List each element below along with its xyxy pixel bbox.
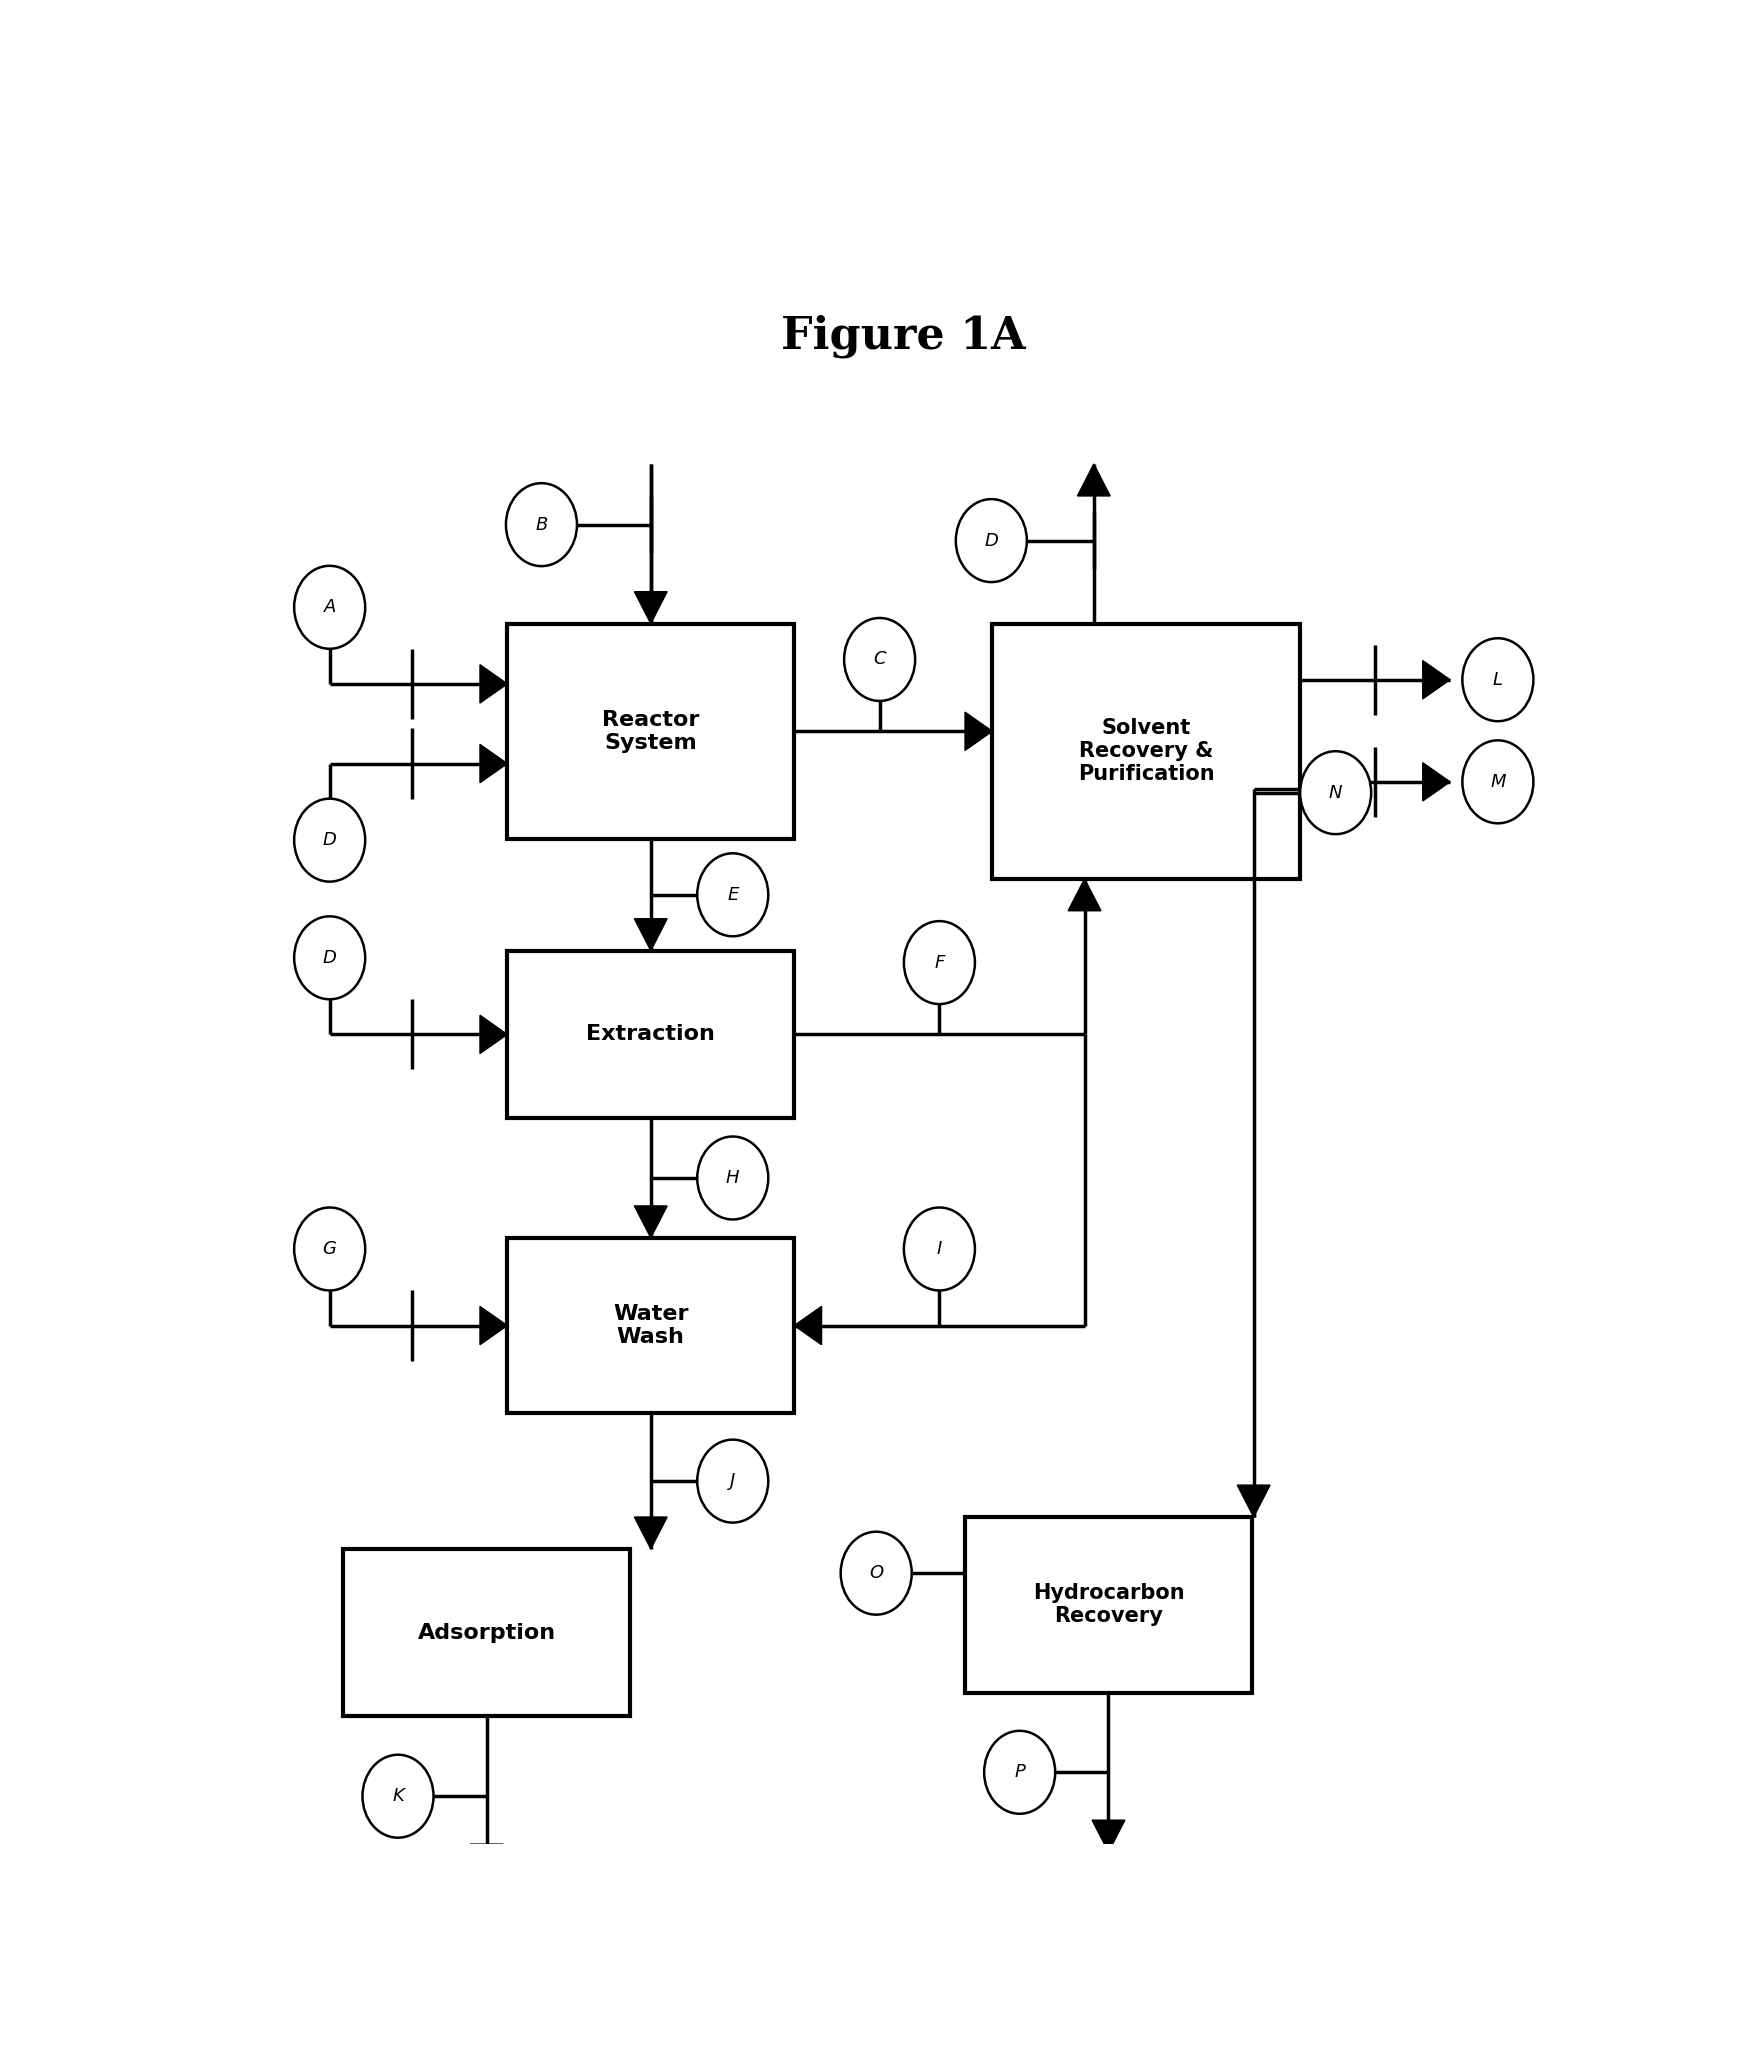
- Polygon shape: [1423, 762, 1449, 802]
- Circle shape: [696, 854, 769, 937]
- Circle shape: [294, 1208, 365, 1291]
- Text: K: K: [391, 1788, 404, 1805]
- Polygon shape: [635, 1517, 666, 1550]
- Text: L: L: [1493, 671, 1502, 688]
- Polygon shape: [480, 665, 508, 702]
- Polygon shape: [964, 713, 993, 750]
- Text: Hydrocarbon
Recovery: Hydrocarbon Recovery: [1033, 1583, 1185, 1627]
- Polygon shape: [1091, 1819, 1125, 1852]
- Circle shape: [1299, 752, 1372, 835]
- Text: O: O: [869, 1564, 883, 1583]
- Circle shape: [904, 922, 975, 1005]
- FancyBboxPatch shape: [344, 1550, 631, 1716]
- FancyBboxPatch shape: [508, 1237, 793, 1413]
- Polygon shape: [1077, 464, 1111, 495]
- Polygon shape: [1068, 879, 1100, 912]
- Text: Figure 1A: Figure 1A: [781, 315, 1026, 358]
- Text: Water
Wash: Water Wash: [614, 1303, 689, 1347]
- Text: D: D: [323, 949, 337, 968]
- Circle shape: [984, 1730, 1056, 1813]
- Circle shape: [294, 566, 365, 649]
- Polygon shape: [793, 1307, 822, 1345]
- Polygon shape: [635, 918, 666, 951]
- Text: J: J: [730, 1471, 735, 1490]
- Text: H: H: [726, 1169, 739, 1187]
- Polygon shape: [635, 593, 666, 624]
- Text: N: N: [1329, 783, 1342, 802]
- Circle shape: [904, 1208, 975, 1291]
- Text: B: B: [536, 516, 548, 535]
- FancyBboxPatch shape: [964, 1517, 1252, 1693]
- Polygon shape: [480, 1307, 508, 1345]
- Text: Solvent
Recovery &
Purification: Solvent Recovery & Purification: [1077, 719, 1215, 785]
- Text: Reactor
System: Reactor System: [603, 711, 700, 752]
- Text: E: E: [726, 887, 739, 903]
- Circle shape: [844, 617, 915, 700]
- Circle shape: [294, 916, 365, 999]
- FancyBboxPatch shape: [508, 951, 793, 1119]
- Circle shape: [363, 1755, 434, 1838]
- Polygon shape: [1238, 1486, 1269, 1517]
- Circle shape: [696, 1138, 769, 1220]
- Text: F: F: [934, 953, 945, 972]
- Circle shape: [294, 798, 365, 881]
- Circle shape: [956, 499, 1026, 582]
- Circle shape: [1462, 638, 1534, 721]
- Text: G: G: [323, 1239, 337, 1258]
- Text: M: M: [1490, 773, 1506, 792]
- Circle shape: [696, 1440, 769, 1523]
- Polygon shape: [635, 1206, 666, 1237]
- Text: Adsorption: Adsorption: [418, 1622, 555, 1643]
- FancyBboxPatch shape: [508, 624, 793, 839]
- Text: A: A: [323, 599, 337, 615]
- Circle shape: [506, 483, 577, 566]
- Text: D: D: [323, 831, 337, 850]
- Circle shape: [841, 1531, 911, 1614]
- Text: Extraction: Extraction: [587, 1024, 716, 1044]
- Polygon shape: [1423, 661, 1449, 698]
- FancyBboxPatch shape: [993, 624, 1299, 879]
- Polygon shape: [480, 1015, 508, 1053]
- Text: P: P: [1014, 1763, 1024, 1782]
- Text: C: C: [873, 651, 887, 669]
- Text: I: I: [936, 1239, 941, 1258]
- Polygon shape: [480, 744, 508, 783]
- Circle shape: [1462, 740, 1534, 823]
- Polygon shape: [471, 1844, 502, 1875]
- Text: D: D: [984, 533, 998, 549]
